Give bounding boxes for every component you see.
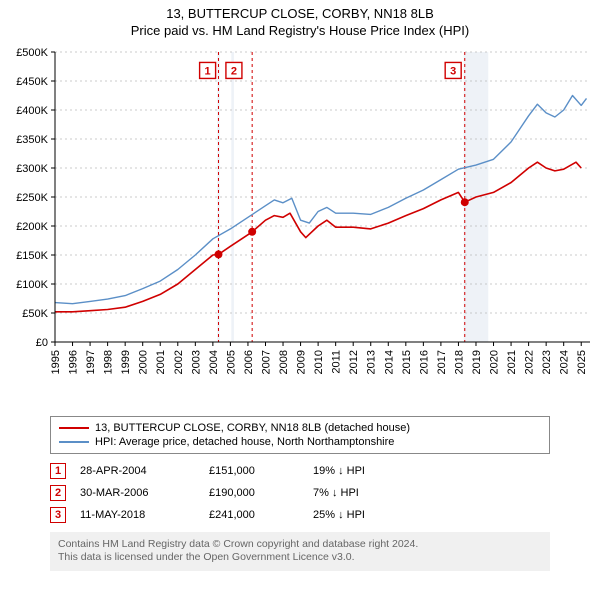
legend: 13, BUTTERCUP CLOSE, CORBY, NN18 8LB (de… bbox=[50, 416, 550, 454]
svg-text:2015: 2015 bbox=[401, 350, 413, 374]
svg-text:£0: £0 bbox=[36, 337, 48, 349]
sale-delta: 7% ↓ HPI bbox=[313, 487, 423, 499]
svg-text:2011: 2011 bbox=[331, 350, 343, 374]
svg-text:2007: 2007 bbox=[260, 350, 272, 374]
sale-badge: 3 bbox=[50, 507, 66, 523]
svg-text:2: 2 bbox=[231, 65, 237, 77]
sale-row: 2 30-MAR-2006 £190,000 7% ↓ HPI bbox=[50, 482, 550, 504]
svg-text:2008: 2008 bbox=[278, 350, 290, 374]
sale-badge: 1 bbox=[50, 463, 66, 479]
sale-date: 30-MAR-2006 bbox=[80, 487, 195, 499]
legend-swatch bbox=[59, 427, 89, 429]
svg-text:£100K: £100K bbox=[16, 279, 48, 291]
svg-text:1996: 1996 bbox=[68, 350, 80, 374]
footer-line-2: This data is licensed under the Open Gov… bbox=[58, 551, 542, 565]
svg-text:2001: 2001 bbox=[155, 350, 167, 374]
sale-delta: 25% ↓ HPI bbox=[313, 509, 423, 521]
svg-text:2006: 2006 bbox=[243, 350, 255, 374]
sale-row: 1 28-APR-2004 £151,000 19% ↓ HPI bbox=[50, 460, 550, 482]
svg-text:£300K: £300K bbox=[16, 163, 48, 175]
svg-text:3: 3 bbox=[450, 65, 456, 77]
svg-text:2019: 2019 bbox=[471, 350, 483, 374]
svg-text:2023: 2023 bbox=[541, 350, 553, 374]
svg-text:2005: 2005 bbox=[225, 350, 237, 374]
sale-price: £190,000 bbox=[209, 487, 299, 499]
svg-text:2017: 2017 bbox=[436, 350, 448, 374]
footer-note: Contains HM Land Registry data © Crown c… bbox=[50, 532, 550, 571]
svg-text:2009: 2009 bbox=[296, 350, 308, 374]
price-chart: £0 £50K £100K £150K £200K £250K £300K £350K £400… bbox=[0, 42, 600, 412]
svg-text:£50K: £50K bbox=[22, 308, 48, 320]
legend-item: 13, BUTTERCUP CLOSE, CORBY, NN18 8LB (de… bbox=[59, 421, 541, 435]
sale-delta: 19% ↓ HPI bbox=[313, 465, 423, 477]
svg-text:1999: 1999 bbox=[120, 350, 132, 374]
chart-title-block: 13, BUTTERCUP CLOSE, CORBY, NN18 8LB Pri… bbox=[0, 0, 600, 42]
svg-text:£500K: £500K bbox=[16, 47, 48, 59]
sale-row: 3 11-MAY-2018 £241,000 25% ↓ HPI bbox=[50, 504, 550, 526]
title-line-2: Price paid vs. HM Land Registry's House … bbox=[0, 23, 600, 40]
sale-price: £241,000 bbox=[209, 509, 299, 521]
svg-text:2016: 2016 bbox=[418, 350, 430, 374]
legend-label: HPI: Average price, detached house, Nort… bbox=[95, 436, 394, 448]
footer-line-1: Contains HM Land Registry data © Crown c… bbox=[58, 538, 542, 552]
title-line-1: 13, BUTTERCUP CLOSE, CORBY, NN18 8LB bbox=[0, 6, 600, 23]
svg-text:1997: 1997 bbox=[85, 350, 97, 374]
svg-text:2025: 2025 bbox=[576, 350, 588, 374]
svg-text:2002: 2002 bbox=[173, 350, 185, 374]
svg-text:2000: 2000 bbox=[138, 350, 150, 374]
sale-date: 11-MAY-2018 bbox=[80, 509, 195, 521]
svg-text:2020: 2020 bbox=[489, 350, 501, 374]
sale-price: £151,000 bbox=[209, 465, 299, 477]
svg-text:£250K: £250K bbox=[16, 192, 48, 204]
svg-text:1: 1 bbox=[205, 65, 211, 77]
svg-text:1995: 1995 bbox=[50, 350, 62, 374]
svg-text:2013: 2013 bbox=[366, 350, 378, 374]
sale-date: 28-APR-2004 bbox=[80, 465, 195, 477]
svg-text:£350K: £350K bbox=[16, 134, 48, 146]
svg-text:2012: 2012 bbox=[348, 350, 360, 374]
svg-text:£200K: £200K bbox=[16, 221, 48, 233]
chart-area: £0 £50K £100K £150K £200K £250K £300K £350K £400… bbox=[0, 42, 600, 412]
svg-text:1998: 1998 bbox=[103, 350, 115, 374]
svg-text:2003: 2003 bbox=[190, 350, 202, 374]
svg-text:2024: 2024 bbox=[559, 350, 571, 374]
legend-swatch bbox=[59, 441, 89, 443]
svg-text:2014: 2014 bbox=[383, 350, 395, 374]
svg-text:£400K: £400K bbox=[16, 105, 48, 117]
svg-text:2018: 2018 bbox=[453, 350, 465, 374]
svg-text:2004: 2004 bbox=[208, 350, 220, 374]
svg-text:2010: 2010 bbox=[313, 350, 325, 374]
svg-text:£150K: £150K bbox=[16, 250, 48, 262]
svg-text:2021: 2021 bbox=[506, 350, 518, 374]
legend-label: 13, BUTTERCUP CLOSE, CORBY, NN18 8LB (de… bbox=[95, 422, 410, 434]
sales-table: 1 28-APR-2004 £151,000 19% ↓ HPI 2 30-MAR-200… bbox=[50, 460, 550, 526]
svg-text:£450K: £450K bbox=[16, 76, 48, 88]
svg-text:2022: 2022 bbox=[524, 350, 536, 374]
legend-item: HPI: Average price, detached house, Nort… bbox=[59, 435, 541, 449]
sale-badge: 2 bbox=[50, 485, 66, 501]
